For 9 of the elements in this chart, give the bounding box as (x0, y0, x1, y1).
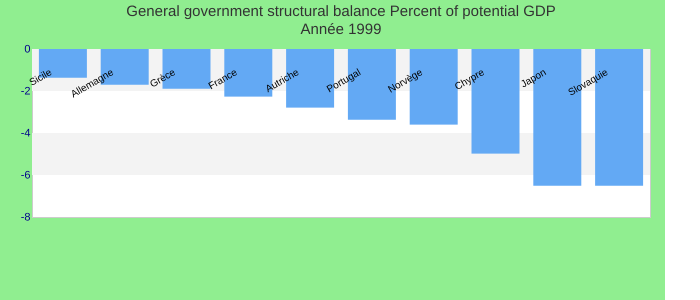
y-tick-label: -2 (20, 86, 30, 98)
x-tick-label: Japon (519, 67, 548, 90)
y-tick-label: -8 (20, 212, 30, 224)
chart-subtitle: Année 1999 (300, 21, 382, 38)
y-tick-label: -4 (20, 128, 30, 140)
x-tick-label: Grèce (148, 66, 178, 90)
y-tick-label: 0 (24, 44, 30, 56)
y-tick-label: -6 (20, 170, 30, 182)
chart-title: General government structural balance Percent of potential GDP (126, 3, 556, 20)
